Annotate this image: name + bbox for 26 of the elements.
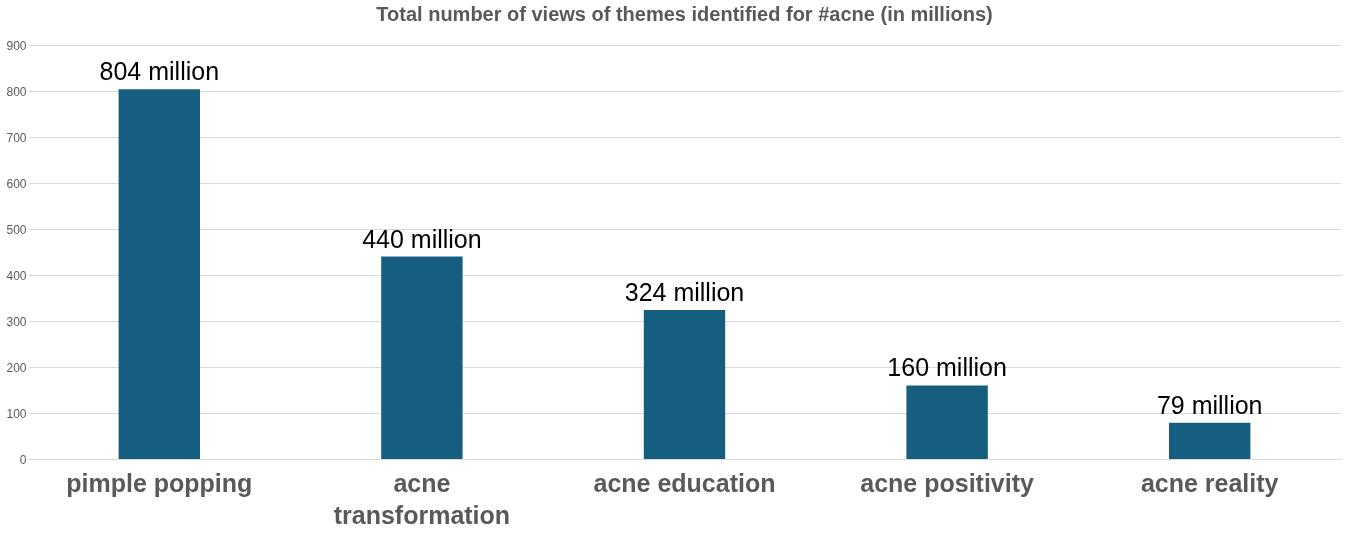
x-tick-label: acne transformation bbox=[333, 468, 511, 529]
data-label: 160 million bbox=[887, 353, 1007, 382]
y-tick-label: 500 bbox=[6, 222, 27, 237]
y-tick-label: 0 bbox=[19, 452, 27, 467]
data-label: 79 million bbox=[1156, 390, 1263, 419]
data-label: 324 million bbox=[624, 277, 745, 306]
x-tick-label: acne reality bbox=[1140, 468, 1279, 497]
bar bbox=[118, 89, 200, 459]
y-tick-label: 600 bbox=[6, 176, 27, 191]
y-tick-label: 700 bbox=[6, 130, 27, 145]
y-tick-label: 900 bbox=[6, 38, 27, 53]
y-tick-label: 100 bbox=[6, 406, 27, 421]
x-tick-label: acne education bbox=[593, 468, 776, 497]
data-label: 804 million bbox=[99, 57, 220, 86]
bar bbox=[643, 309, 726, 459]
y-tick-label: 300 bbox=[6, 314, 27, 329]
bar bbox=[381, 256, 463, 459]
y-tick-label: 200 bbox=[6, 360, 27, 375]
y-tick-label: 400 bbox=[6, 268, 27, 283]
bar bbox=[906, 385, 988, 459]
bar bbox=[1169, 422, 1251, 459]
data-label: 440 million bbox=[362, 224, 482, 253]
x-tick-label: acne positivity bbox=[860, 468, 1035, 497]
y-tick-label: 800 bbox=[6, 84, 27, 99]
x-tick-label: pimple popping bbox=[66, 468, 253, 497]
chart-title: Total number of views of themes identified for #acne (in millions) bbox=[376, 3, 993, 25]
